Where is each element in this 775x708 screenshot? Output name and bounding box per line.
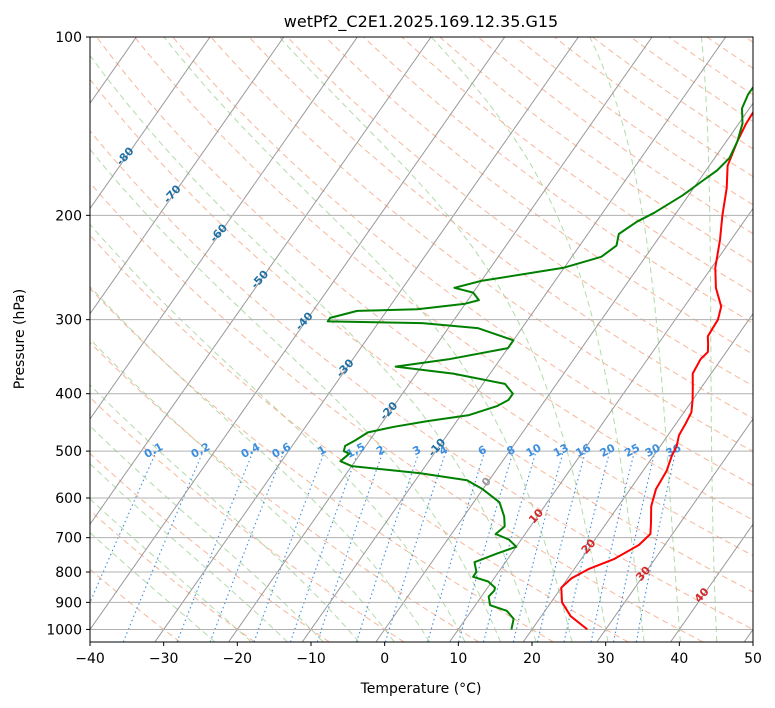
- moist-adiabat-line: [90, 223, 466, 642]
- moist-adiabat-line: [430, 37, 645, 642]
- moist-adiabat-line: [90, 384, 360, 642]
- dewpoint-profile-line: [326, 85, 753, 630]
- y-tick-label: 300: [55, 313, 82, 329]
- x-tick-label: 40: [670, 651, 688, 667]
- isotherm-line: [375, 102, 753, 642]
- x-tick-label: 20: [523, 651, 541, 667]
- mixing-ratio-label: 25: [622, 441, 642, 460]
- y-tick-label: 500: [55, 444, 82, 460]
- mixing-ratio-label: 20: [598, 441, 618, 460]
- x-tick-label: −10: [296, 651, 326, 667]
- mixing-ratio-label: 13: [551, 441, 571, 460]
- mixing-ratio-line: [613, 450, 656, 642]
- mixing-ratio-line: [176, 450, 254, 642]
- x-tick-label: 10: [449, 651, 467, 667]
- x-axis-ticks: −40 −30 −20 −10 0 10 20 30 40 50: [75, 642, 762, 667]
- dry-adiabat-line: [96, 37, 753, 557]
- mixing-ratio-label: 16: [573, 441, 593, 460]
- isotherm-line: [154, 37, 579, 642]
- moist-adiabat-line: [90, 498, 252, 642]
- mixing-ratio-line: [635, 450, 677, 642]
- chart-title: wetPf2_C2E1.2025.169.12.35.G15: [284, 12, 558, 32]
- isotherm-line: [670, 523, 753, 642]
- moist-adiabat-line: [90, 54, 537, 642]
- moist-adiabats: [90, 37, 718, 642]
- x-tick-label: −20: [223, 651, 253, 667]
- temperature-profile-line: [560, 110, 753, 631]
- mixing-ratio-line: [316, 450, 384, 642]
- isotherm-line: [228, 37, 653, 642]
- x-tick-label: 0: [380, 651, 389, 667]
- y-tick-label: 200: [55, 208, 82, 224]
- x-tick-label: −40: [75, 651, 105, 667]
- mixing-ratio-line: [384, 450, 447, 642]
- dry-adiabat-line: [90, 341, 480, 642]
- moist-adiabat-line: [90, 338, 395, 642]
- dry-adiabat-line: [90, 234, 629, 642]
- y-tick-label: 700: [55, 531, 82, 547]
- dry-adiabat-line: [401, 37, 753, 294]
- y-tick-label: 900: [55, 595, 82, 611]
- dry-adiabat-line: [90, 130, 753, 630]
- moist-adiabat-line: [90, 463, 288, 642]
- x-axis-label: Temperature (°C): [360, 681, 482, 697]
- moist-adiabat-line: [90, 285, 431, 642]
- x-tick-label: −30: [149, 651, 179, 667]
- isotherm-line: [90, 37, 432, 526]
- isotherms: [90, 37, 753, 642]
- dry-adiabat-line: [90, 510, 255, 642]
- y-tick-label: 800: [55, 565, 82, 581]
- isotherm-line: [449, 207, 753, 642]
- y-tick-label: 1000: [46, 622, 82, 638]
- plot-frame: [89, 36, 754, 643]
- dry-adiabat-line: [286, 37, 753, 387]
- y-tick-label: 400: [55, 387, 82, 403]
- sounding-profiles: [326, 85, 753, 631]
- y-axis-ticks: 100 200 300 400 500 600 700 800 900 1000: [46, 30, 90, 638]
- moist-adiabat-line: [90, 531, 216, 642]
- dry-adiabat-line: [90, 287, 554, 642]
- dry-adiabat-line: [90, 452, 330, 642]
- isotherm-line: [90, 37, 211, 210]
- mixing-ratio-line: [209, 450, 285, 642]
- y-tick-label: 100: [55, 30, 82, 46]
- mixing-ratio-line: [458, 450, 514, 642]
- y-axis-label: Pressure (hPa): [12, 289, 28, 389]
- isotherm-line: [90, 37, 285, 315]
- moist-adiabat-line: [279, 37, 609, 642]
- dry-adiabat-line: [90, 78, 753, 593]
- mixing-ratio-label: 10: [524, 441, 544, 460]
- x-tick-label: 30: [597, 651, 615, 667]
- moist-adiabat-line: [589, 37, 681, 642]
- isotherm-line: [522, 312, 753, 642]
- isotherm-line: [90, 37, 358, 420]
- mixing-ratio-line: [427, 450, 486, 642]
- mixing-ratio-line: [355, 450, 420, 642]
- dry-adiabat-line: [90, 182, 704, 642]
- dry-adiabat-line: [248, 37, 753, 419]
- dry-adiabat-line: [134, 37, 753, 521]
- moist-adiabat-line: [701, 37, 718, 642]
- pressure-gridlines: [90, 37, 753, 630]
- mixing-ratio-lines: [90, 450, 677, 642]
- x-tick-label: 50: [744, 651, 762, 667]
- isotherm-line: [90, 37, 506, 631]
- isotherm-line: [596, 418, 753, 642]
- y-tick-label: 600: [55, 491, 82, 507]
- mixing-ratio-label: 30: [643, 441, 663, 460]
